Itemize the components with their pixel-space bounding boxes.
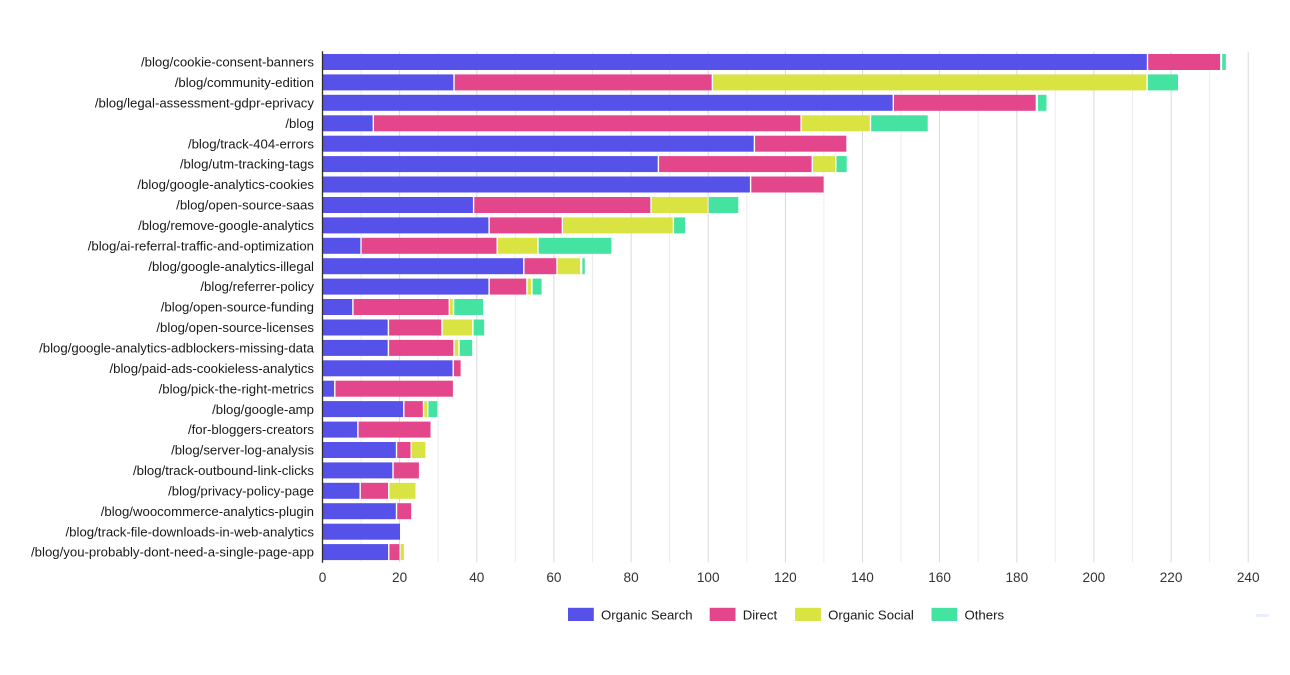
svg-text:140: 140 xyxy=(851,570,874,585)
svg-text:160: 160 xyxy=(928,570,951,585)
svg-text:/blog/legal-assessment-gdpr-ep: /blog/legal-assessment-gdpr-eprivacy xyxy=(95,95,315,110)
svg-text:/blog/cookie-consent-banners: /blog/cookie-consent-banners xyxy=(141,55,314,70)
svg-text:120: 120 xyxy=(774,570,797,585)
svg-text:240: 240 xyxy=(1237,570,1260,585)
svg-text:/blog/paid-ads-cookieless-anal: /blog/paid-ads-cookieless-analytics xyxy=(109,361,314,376)
svg-text:/blog/google-analytics-adblock: /blog/google-analytics-adblockers-missin… xyxy=(39,341,315,356)
svg-text:/blog/utm-tracking-tags: /blog/utm-tracking-tags xyxy=(180,157,315,172)
svg-text:/blog/server-log-analysis: /blog/server-log-analysis xyxy=(171,443,314,458)
svg-text:/blog/open-source-licenses: /blog/open-source-licenses xyxy=(156,320,314,335)
svg-text:80: 80 xyxy=(624,570,640,585)
svg-text:/blog/you-probably-dont-need-a: /blog/you-probably-dont-need-a-single-pa… xyxy=(31,545,314,560)
svg-text:200: 200 xyxy=(1083,570,1106,585)
svg-text:40: 40 xyxy=(469,570,485,585)
svg-text:180: 180 xyxy=(1005,570,1028,585)
svg-text:/blog/privacy-policy-page: /blog/privacy-policy-page xyxy=(168,483,314,498)
svg-text:/blog: /blog xyxy=(285,116,314,131)
svg-text:/blog/community-edition: /blog/community-edition xyxy=(175,75,314,90)
svg-text:20: 20 xyxy=(392,570,408,585)
svg-text:/blog/google-analytics-cookies: /blog/google-analytics-cookies xyxy=(137,177,314,192)
svg-text:/blog/track-outbound-link-clic: /blog/track-outbound-link-clicks xyxy=(133,463,314,478)
svg-text:/blog/pick-the-right-metrics: /blog/pick-the-right-metrics xyxy=(159,381,315,396)
svg-text:/blog/google-amp: /blog/google-amp xyxy=(212,402,314,417)
svg-text:/blog/woocommerce-analytics-pl: /blog/woocommerce-analytics-plugin xyxy=(101,504,314,519)
svg-text:/blog/track-404-errors: /blog/track-404-errors xyxy=(188,136,314,151)
svg-text:/blog/google-analytics-illegal: /blog/google-analytics-illegal xyxy=(148,259,314,274)
svg-text:/for-bloggers-creators: /for-bloggers-creators xyxy=(188,422,314,437)
svg-text:/blog/referrer-policy: /blog/referrer-policy xyxy=(200,279,314,294)
svg-text:60: 60 xyxy=(546,570,562,585)
svg-text:/blog/ai-referral-traffic-and-: /blog/ai-referral-traffic-and-optimizati… xyxy=(88,238,314,253)
svg-text:Others: Others xyxy=(965,607,1005,622)
svg-text:/blog/open-source-saas: /blog/open-source-saas xyxy=(176,198,314,213)
svg-text:Organic Search: Organic Search xyxy=(601,607,693,622)
svg-text:0: 0 xyxy=(319,570,327,585)
svg-text:100: 100 xyxy=(697,570,720,585)
svg-text:/blog/track-file-downloads-in-: /blog/track-file-downloads-in-web-analyt… xyxy=(66,524,315,539)
svg-text:/blog/remove-google-analytics: /blog/remove-google-analytics xyxy=(138,218,314,233)
svg-text:Direct: Direct xyxy=(743,607,778,622)
svg-text:Organic Social: Organic Social xyxy=(828,607,914,622)
svg-text:/blog/open-source-funding: /blog/open-source-funding xyxy=(161,300,314,315)
svg-text:220: 220 xyxy=(1160,570,1183,585)
